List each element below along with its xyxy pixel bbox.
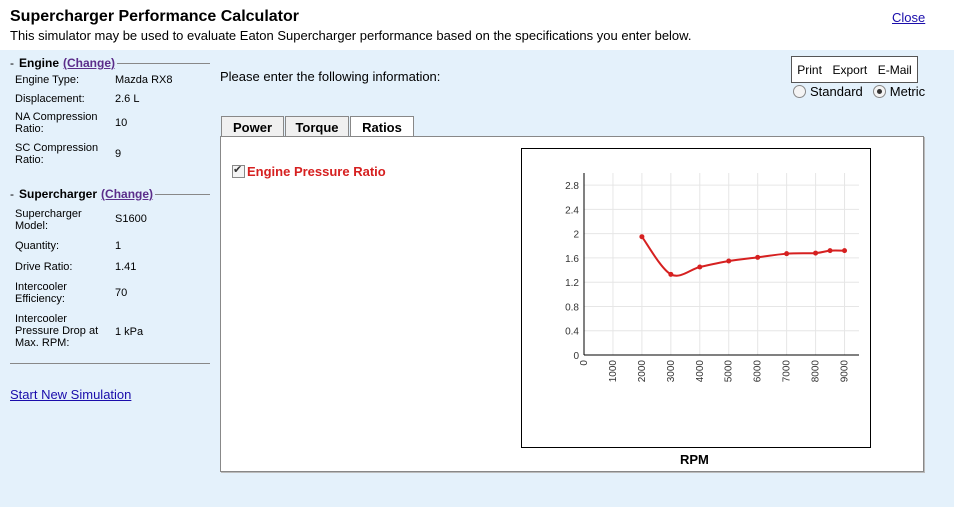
email-link[interactable]: E-Mail [877,62,912,77]
bullet-icon: - [10,56,14,70]
metric-label: Metric [889,84,926,99]
intercooler-efficiency-label: Intercooler Efficiency: [15,281,67,305]
x-tick-label: 7000 [782,360,793,383]
export-link[interactable]: Export [832,62,868,77]
sidebar [0,50,215,507]
y-tick-label: 1.6 [565,254,579,265]
sc-compression-label: SC Compression Ratio: [15,142,99,166]
y-tick-label: 2 [573,230,579,241]
drive-ratio-value: 1.41 [115,261,137,273]
engine-section-heading: - Engine (Change) [10,56,210,70]
action-box: Print Export E-Mail [791,56,918,83]
tab-ratios[interactable]: Ratios [350,116,414,138]
x-tick-label: 6000 [753,360,764,383]
engine-type-label: Engine Type: [15,74,80,86]
page-title: Supercharger Performance Calculator [10,8,299,25]
engine-change-link[interactable]: (Change) [63,56,116,70]
x-tick-label: 1000 [608,360,619,383]
x-tick-label: 5000 [724,360,735,383]
standard-radio[interactable] [793,85,806,98]
data-point [784,251,790,257]
sidebar-divider [10,363,210,364]
close-link[interactable]: Close [892,10,926,25]
data-point [842,248,848,254]
bullet-icon: - [10,187,14,201]
section-rule [155,193,210,195]
data-point [827,248,833,254]
x-tick-label: 8000 [811,360,822,383]
y-tick-label: 0.8 [565,302,579,313]
tab-torque[interactable]: Torque [285,116,349,137]
pressure-drop-label: Intercooler Pressure Drop at Max. RPM: [15,313,99,349]
y-tick-label: 1.2 [565,278,579,289]
supercharger-model-label: Supercharger Model: [15,208,82,232]
na-compression-value: 10 [115,117,128,129]
engine-pressure-ratio-label: Engine Pressure Ratio [247,164,386,179]
x-tick-label: 9000 [840,360,851,383]
tab-power[interactable]: Power [221,116,284,137]
pressure-drop-value: 1 kPa [115,326,144,338]
drive-ratio-label: Drive Ratio: [15,261,73,273]
supercharger-section-heading: - Supercharger (Change) [10,187,210,201]
x-tick-label: 0 [579,360,590,366]
data-point [668,271,674,277]
unit-selector: Standard Metric [793,84,925,99]
engine-pressure-ratio-checkbox[interactable] [232,163,245,178]
y-tick-label: 2.8 [565,181,579,192]
header: Supercharger Performance Calculator This… [0,0,954,50]
data-point [755,254,761,260]
data-point [813,250,819,256]
na-compression-label: NA Compression Ratio: [15,111,98,135]
x-tick-label: 2000 [637,360,648,383]
intercooler-efficiency-value: 70 [115,287,128,299]
print-link[interactable]: Print [797,62,822,77]
series-line [641,236,845,277]
page-subtitle: This simulator may be used to evaluate E… [10,28,692,43]
data-point [697,264,703,270]
instructions-text: Please enter the following information: [220,69,441,84]
start-new-simulation-link[interactable]: Start New Simulation [10,387,132,402]
quantity-value: 1 [115,240,122,252]
engine-heading: Engine [19,56,60,70]
quantity-label: Quantity: [15,240,60,252]
displacement-label: Displacement: [15,93,85,105]
metric-radio[interactable] [872,85,886,98]
data-point [639,234,645,240]
y-tick-label: 2.4 [565,205,579,216]
sc-compression-value: 9 [115,148,122,160]
supercharger-heading: Supercharger [19,187,98,201]
y-tick-label: 0 [573,351,579,362]
y-tick-label: 0.4 [565,327,579,338]
x-tick-label: 4000 [695,360,706,383]
data-point [726,258,732,264]
x-tick-label: 3000 [666,360,677,383]
engine-type-value: Mazda RX8 [115,74,173,86]
chart-frame: 0 0.4 0.8 1.2 1.6 2 2.4 2.8 0 1000 2000 3000 4000 500… [521,148,871,448]
section-rule [117,62,210,64]
pressure-ratio-chart: 0 0.4 0.8 1.2 1.6 2 2.4 2.8 0 1000 2000 3000 4000 500… [565,173,859,383]
standard-label: Standard [810,84,863,99]
displacement-value: 2.6 L [115,93,140,105]
supercharger-change-link[interactable]: (Change) [101,187,154,201]
x-axis-label: RPM [680,452,709,467]
supercharger-model-value: S1600 [115,213,147,225]
